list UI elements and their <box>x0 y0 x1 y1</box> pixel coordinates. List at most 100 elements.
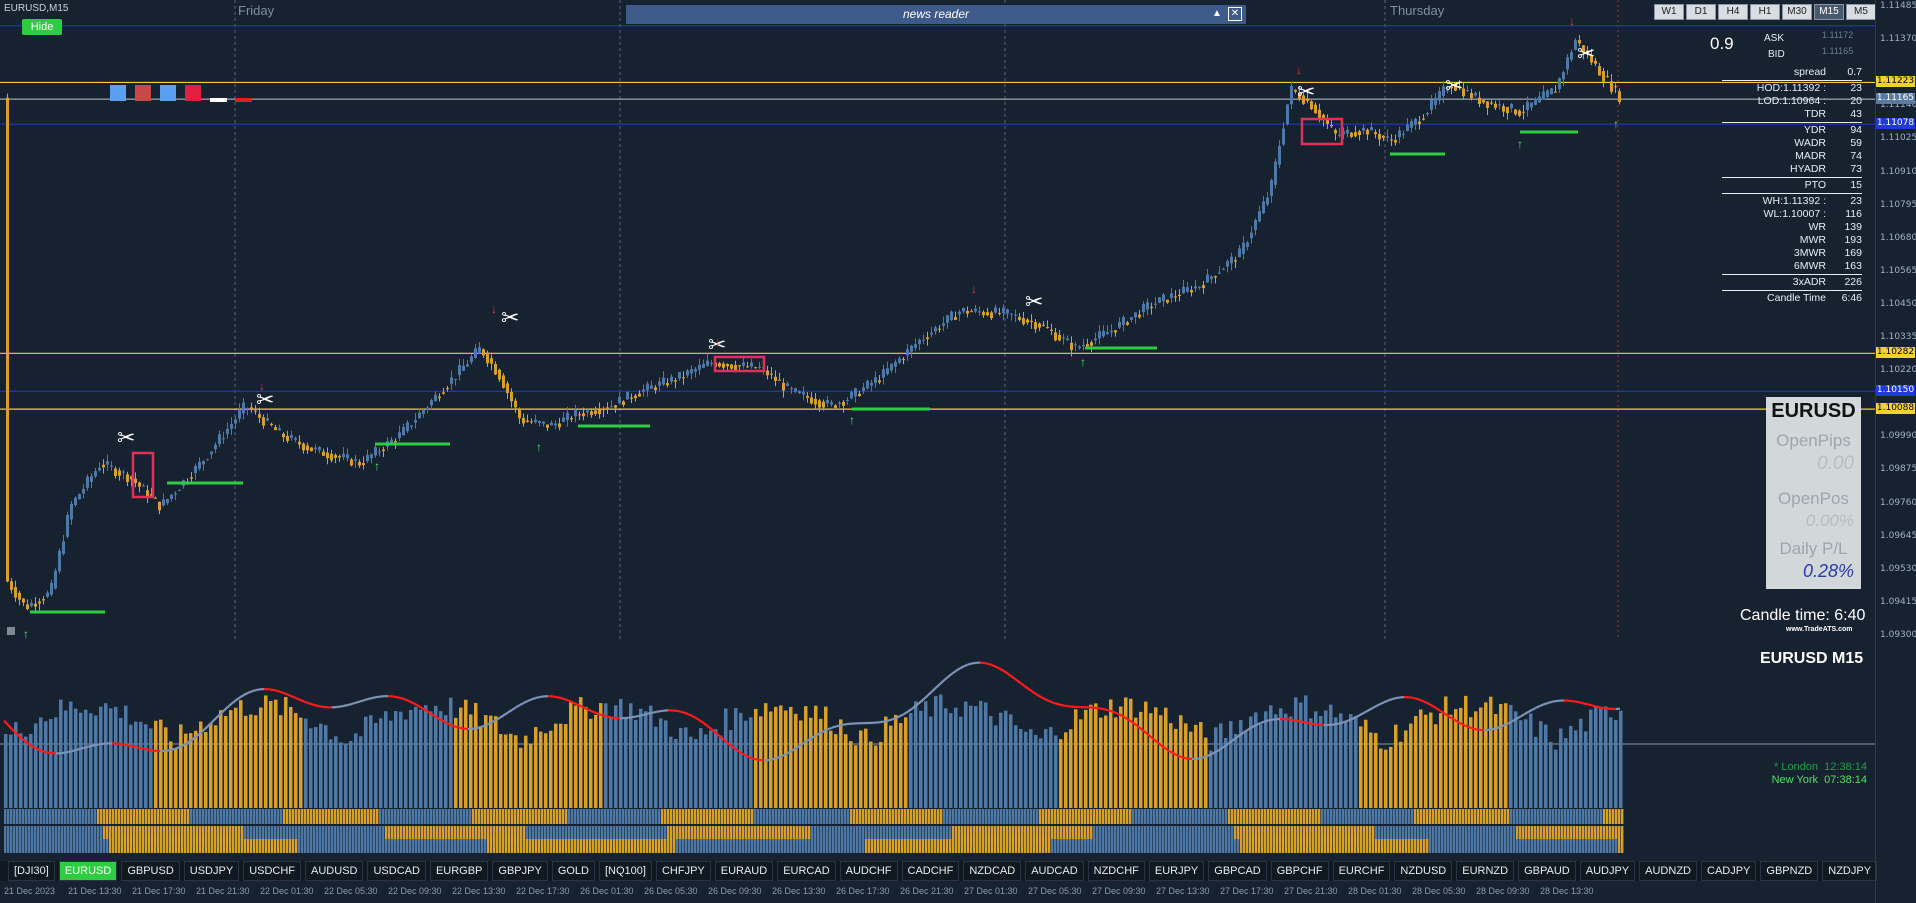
volume-bar <box>1019 728 1023 808</box>
symbol-tab-usdchf[interactable]: USDCHF <box>243 861 302 881</box>
timeframe-m30[interactable]: M30 <box>1782 4 1812 20</box>
symbol-tab-eurgbp[interactable]: EURGBP <box>429 861 489 881</box>
trend-strip-cell <box>745 839 748 853</box>
candle-body <box>226 428 229 434</box>
stat-value: 163 <box>1844 260 1862 272</box>
trend-strip-cell <box>49 839 52 853</box>
symbol-tab-nzdchf[interactable]: NZDCHF <box>1087 861 1145 881</box>
symbol-tab-usdcad[interactable]: USDCAD <box>367 861 426 881</box>
trend-strip-cell <box>1207 809 1210 824</box>
trend-strip-cell <box>1138 809 1141 824</box>
trend-strip-cell <box>349 839 352 853</box>
candle-body <box>414 420 417 423</box>
symbol-tab-eurusd[interactable]: EURUSD <box>58 861 118 881</box>
trend-strip-cell <box>928 809 931 824</box>
volume-bar <box>549 730 553 808</box>
candle-body <box>94 471 97 477</box>
candle-body <box>1178 294 1181 297</box>
candle-body <box>1518 110 1521 116</box>
news-reader-bar[interactable]: news reader ▲ ✕ <box>626 5 1246 24</box>
trend-strip-cell <box>685 839 688 853</box>
trend-strip-cell <box>1189 826 1192 841</box>
timeframe-d1[interactable]: D1 <box>1686 4 1716 20</box>
symbol-tab-chfjpy[interactable]: CHFJPY <box>655 861 711 881</box>
trend-strip-cell <box>1015 826 1018 841</box>
trend-strip-cell <box>769 826 772 841</box>
collapse-icon[interactable]: ▲ <box>1212 8 1222 19</box>
symbol-tab-gbpcad[interactable]: GBPCAD <box>1208 861 1267 881</box>
symbol-tab-gbpusd[interactable]: GBPUSD <box>121 861 180 881</box>
symbol-tab-cadchf[interactable]: CADCHF <box>901 861 960 881</box>
trend-strip-cell <box>418 826 421 841</box>
volume-bar <box>574 705 578 808</box>
trend-strip-cell <box>604 809 607 824</box>
close-icon[interactable]: ✕ <box>1228 7 1242 21</box>
volume-bar <box>209 722 213 808</box>
timeframe-w1[interactable]: W1 <box>1654 4 1684 20</box>
volume-bar <box>1359 726 1363 808</box>
timeframe-m5[interactable]: M5 <box>1846 4 1876 20</box>
oscillator-panel[interactable] <box>0 641 1875 859</box>
trend-strip-cell <box>1120 839 1123 853</box>
timeframe-h4[interactable]: H4 <box>1718 4 1748 20</box>
symbol-tab-dji30[interactable]: [DJI30] <box>8 861 55 881</box>
symbol-tab-usdjpy[interactable]: USDJPY <box>183 861 240 881</box>
timeframe-m15[interactable]: M15 <box>1814 4 1844 20</box>
trend-strip-cell <box>1336 809 1339 824</box>
trend-strip-cell <box>961 826 964 841</box>
trend-strip-cell <box>340 809 343 824</box>
candle-body <box>870 382 873 386</box>
symbol-tab-gold[interactable]: GOLD <box>551 861 595 881</box>
trend-strip-cell <box>406 839 409 853</box>
price-chart[interactable]: ✂✂✂✂✂✂ ✂✂↓↓↓↓↓↓↑↑↑↑↑↑↑ <box>0 0 1875 640</box>
trend-strip-cell <box>1090 809 1093 824</box>
oscillator-segment <box>1311 722 1317 726</box>
trend-strip-cell <box>1510 826 1513 841</box>
symbol-tab-euraud[interactable]: EURAUD <box>714 861 774 881</box>
symbol-tab-audchf[interactable]: AUDCHF <box>839 861 898 881</box>
oscillator-segment <box>627 716 633 719</box>
volume-bar <box>689 736 693 808</box>
symbol-tab-audcad[interactable]: AUDCAD <box>1025 861 1084 881</box>
trend-strip-cell <box>121 839 124 853</box>
symbol-tab-eurjpy[interactable]: EURJPY <box>1148 861 1205 881</box>
candle-body <box>46 592 49 597</box>
symbol-tab-gbpjpy[interactable]: GBPJPY <box>492 861 548 881</box>
volume-bar <box>1559 728 1563 808</box>
trend-strip-cell <box>1510 809 1513 824</box>
price-scale[interactable]: 1.11485 1.11370 1.11140 1.11025 1.10910 1.107… <box>1875 0 1916 903</box>
trend-strip-cell <box>1285 839 1288 853</box>
trend-strip-cell <box>1414 826 1417 841</box>
candle-body <box>26 604 29 610</box>
trend-strip-cell <box>1006 839 1009 853</box>
trend-strip-cell <box>346 809 349 824</box>
symbol-tab-cadjpy[interactable]: CADJPY <box>1701 861 1757 881</box>
oscillator-segment <box>459 726 465 730</box>
time-label: 22 Dec 01:30 <box>260 886 314 896</box>
symbol-tab-gbpnzd[interactable]: GBPNZD <box>1760 861 1819 881</box>
trend-strip-cell <box>946 826 949 841</box>
symbol-tab-eurnzd[interactable]: EURNZD <box>1456 861 1515 881</box>
oscillator-segment <box>1599 706 1605 710</box>
candle-body <box>1234 260 1237 262</box>
symbol-tab-nzdusd[interactable]: NZDUSD <box>1394 861 1453 881</box>
symbol-tab-audusd[interactable]: AUDUSD <box>305 861 364 881</box>
symbol-tab-eurchf[interactable]: EURCHF <box>1332 861 1391 881</box>
volume-bar <box>1009 714 1013 808</box>
symbol-tab-audnzd[interactable]: AUDNZD <box>1639 861 1697 881</box>
hide-button[interactable]: Hide <box>22 19 62 35</box>
symbol-tab-nzdjpy[interactable]: NZDJPY <box>1822 861 1878 881</box>
symbol-tab-eurcad[interactable]: EURCAD <box>777 861 836 881</box>
symbol-tab-audjpy[interactable]: AUDJPY <box>1579 861 1636 881</box>
oscillator-segment <box>1347 717 1353 722</box>
symbol-tab-nzdcad[interactable]: NZDCAD <box>963 861 1022 881</box>
volume-bar <box>764 703 768 808</box>
timeframe-h1[interactable]: H1 <box>1750 4 1780 20</box>
candle-body <box>942 323 945 326</box>
trend-strip-cell <box>1405 826 1408 841</box>
symbol-tab-gbpaud[interactable]: GBPAUD <box>1518 861 1576 881</box>
trend-strip-cell <box>259 826 262 841</box>
symbol-tab-nq100[interactable]: [NQ100] <box>599 861 652 881</box>
candle-body <box>262 417 265 426</box>
symbol-tab-gbpchf[interactable]: GBPCHF <box>1270 861 1329 881</box>
